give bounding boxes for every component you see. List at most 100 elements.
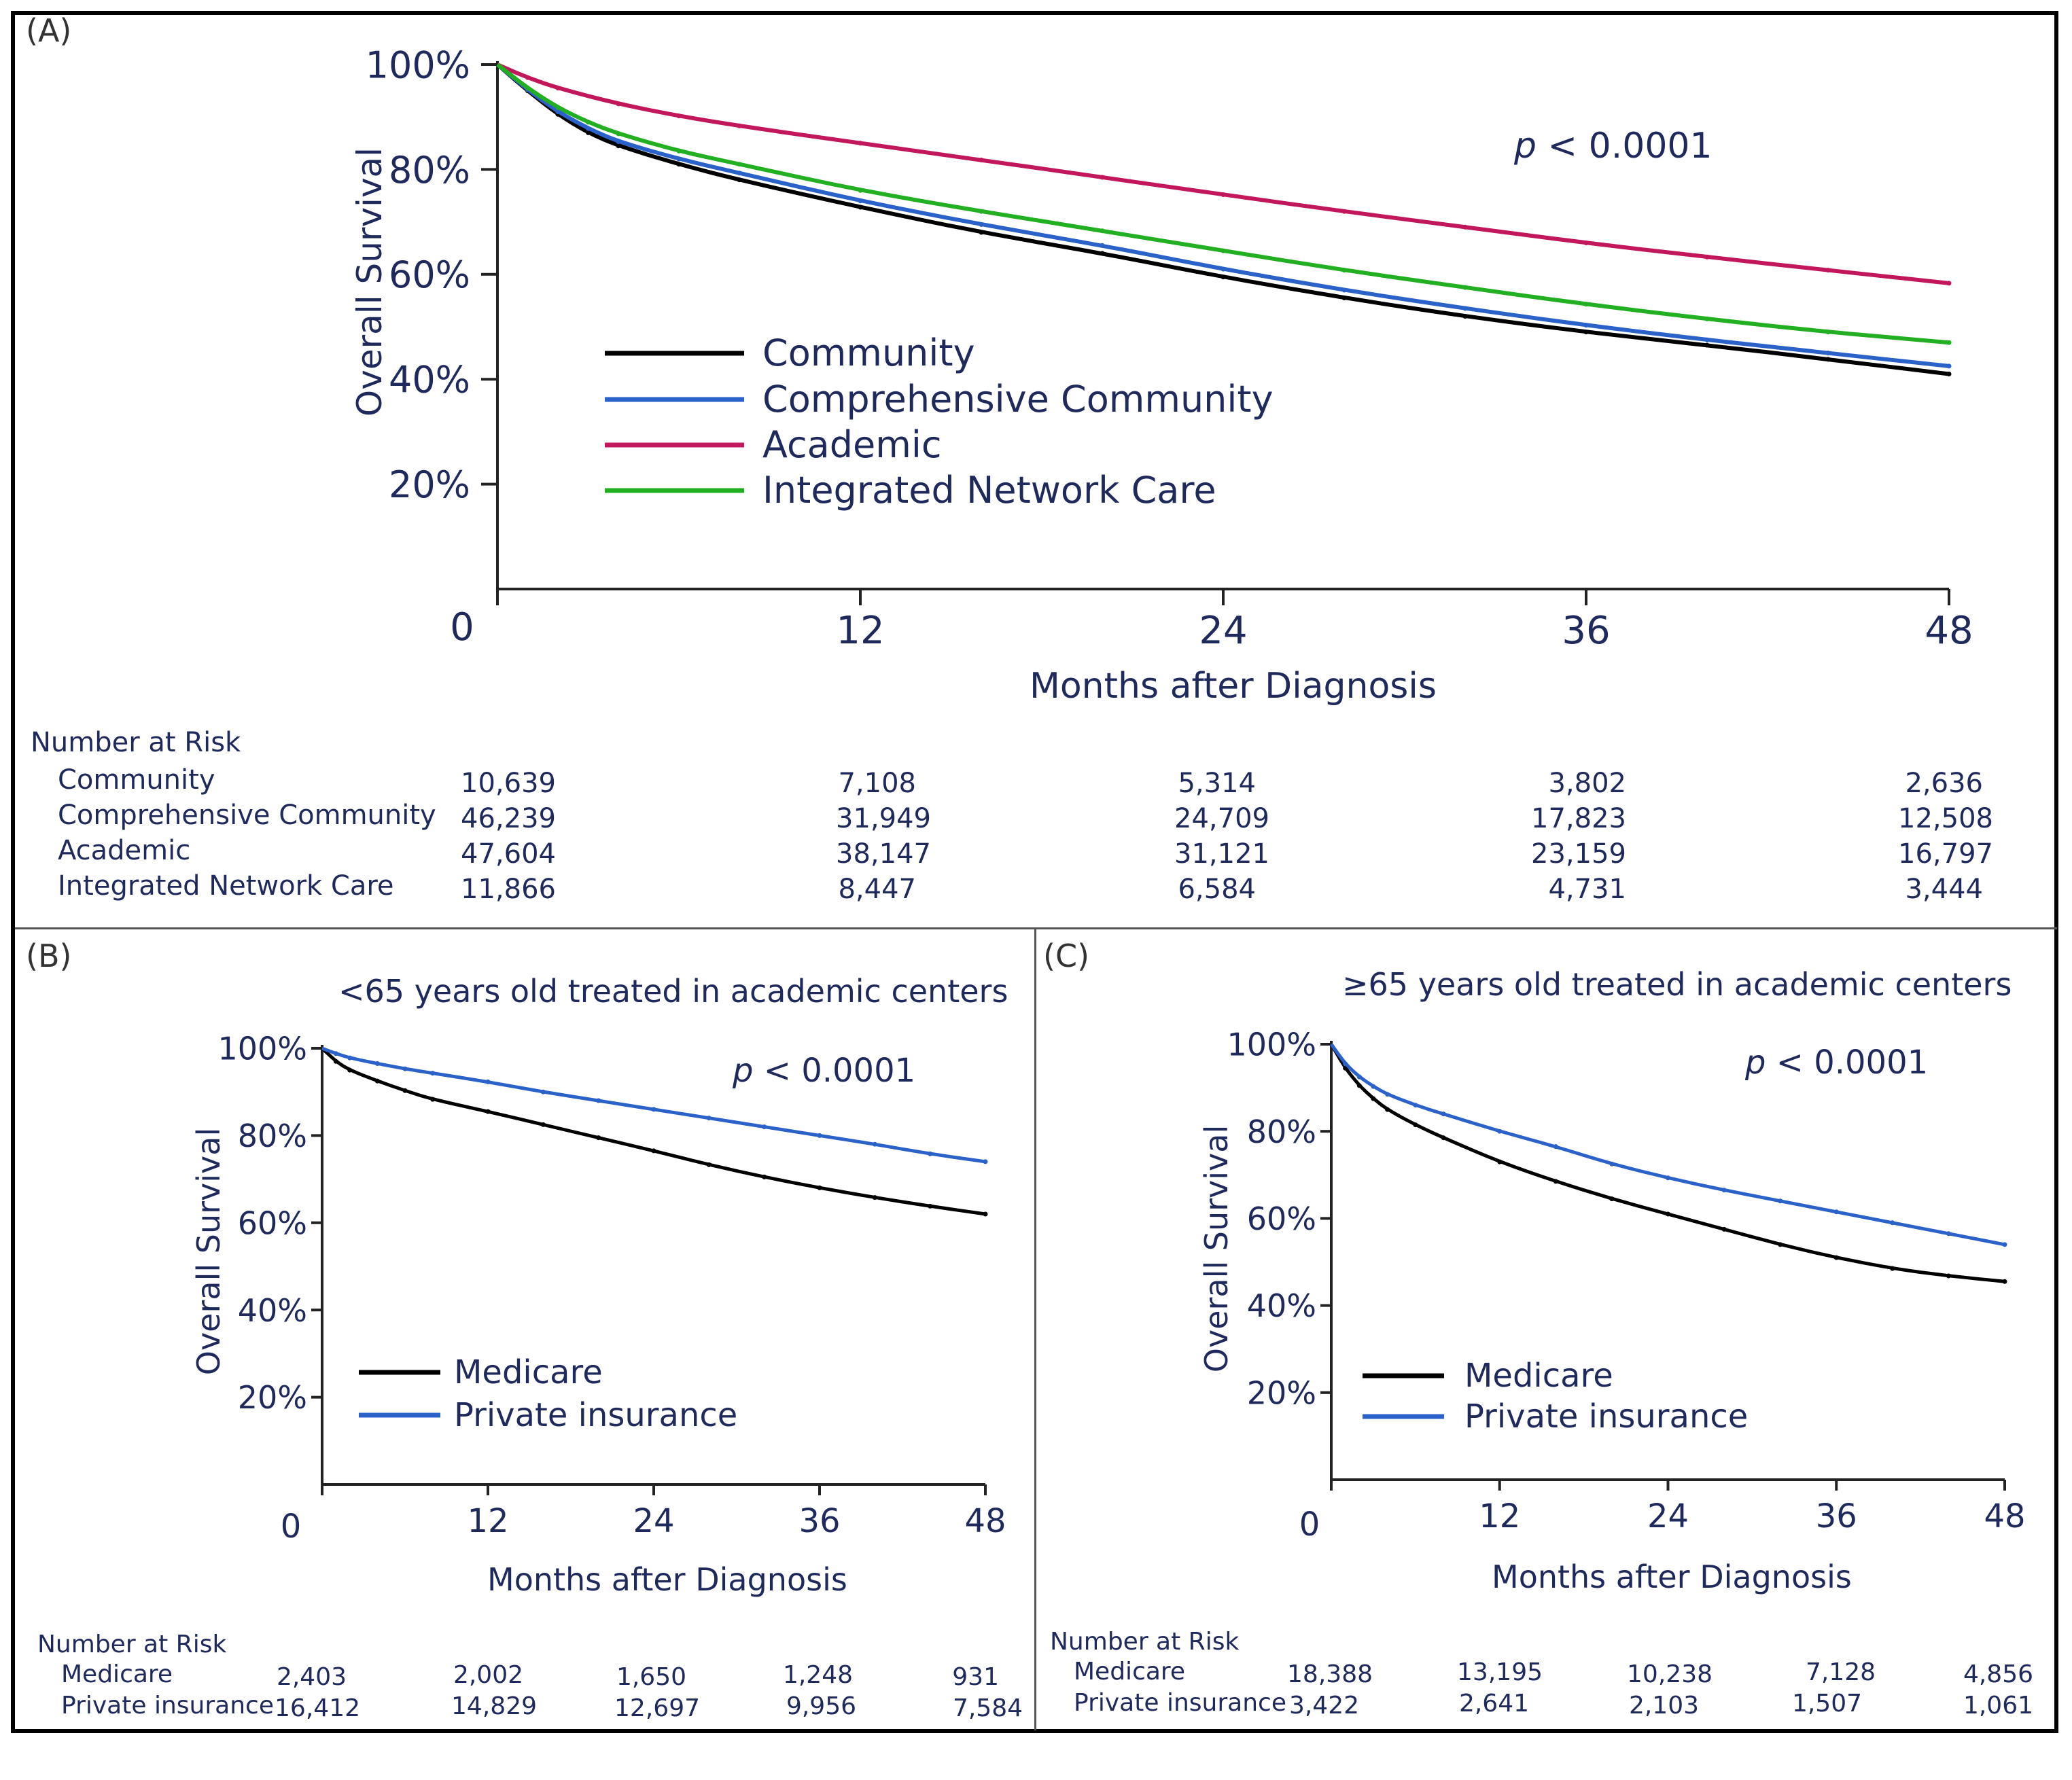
data-point-comprehensive-community — [737, 171, 742, 176]
data-point-integrated-network-care — [1704, 316, 1710, 321]
panel-b-risk-cell: 2,403 — [276, 1663, 347, 1691]
data-point-integrated-network-care — [1946, 340, 1952, 345]
panel-c-risk-cell: 18,388 — [1287, 1660, 1373, 1688]
data-point-academic — [979, 158, 984, 162]
data-point-medicare — [1721, 1226, 1727, 1232]
panel-a-risk-cell: 23,159 — [1531, 838, 1626, 870]
data-point-community — [1221, 274, 1226, 280]
panel-a-risk-cell: 12,508 — [1898, 803, 1993, 834]
panel-c-risk-row-name: Private insurance — [1074, 1689, 1286, 1717]
panel-c-risk-cell: 7,128 — [1805, 1658, 1876, 1686]
series-line-private-insurance — [1329, 1043, 2005, 1247]
data-point-medicare — [1356, 1083, 1362, 1088]
panel-a-legend: Community Comprehensive Community Academ… — [605, 332, 1274, 512]
panel-c-risk-cell: 13,195 — [1457, 1658, 1543, 1686]
data-point-private-insurance — [1356, 1074, 1362, 1080]
data-point-medicare — [430, 1097, 436, 1102]
data-point-private-insurance — [596, 1098, 601, 1103]
x-tick-label: 48 — [1984, 1497, 2025, 1535]
panel-b-risk-cell: 16,412 — [275, 1694, 360, 1722]
data-point-academic — [616, 101, 621, 107]
y-tick-label: 80% — [389, 149, 470, 192]
panel-a-risk-cell: 38,147 — [836, 838, 931, 870]
data-point-medicare — [485, 1109, 491, 1114]
y-tick-label: 20% — [1247, 1374, 1316, 1411]
y-tick-label: 20% — [389, 463, 470, 506]
y-tick-label: 100% — [366, 43, 470, 86]
x-tick-label: 24 — [1199, 609, 1247, 653]
panel-b-risk-cell: 7,584 — [952, 1694, 1023, 1722]
data-point-private-insurance — [651, 1107, 656, 1112]
series-line-private-insurance — [321, 1046, 986, 1164]
data-point-integrated-network-care — [1583, 302, 1589, 307]
panel-b-p-value: p < 0.0001 — [733, 1052, 916, 1090]
series-line-medicare — [1329, 1043, 2005, 1283]
data-point-community — [616, 143, 621, 149]
panel-b-risk-row-name: Private insurance — [61, 1692, 274, 1720]
data-point-private-insurance — [1946, 1231, 1951, 1236]
legend-label-medicare: Medicare — [454, 1353, 603, 1391]
data-point-medicare — [1497, 1159, 1503, 1164]
panel-a-x-axis-label: Months after Diagnosis — [1030, 666, 1437, 707]
data-point-academic — [1341, 209, 1347, 214]
panel-a-label: (A) — [26, 12, 72, 49]
data-point-private-insurance — [374, 1061, 380, 1066]
panel-a-risk-cell: 8,447 — [838, 874, 916, 905]
data-point-medicare — [540, 1122, 546, 1127]
panel-a-risk-header: Number at Risk — [31, 727, 241, 758]
panel-a-risk-cell: 3,802 — [1548, 768, 1626, 799]
data-point-private-insurance — [2002, 1242, 2007, 1247]
data-point-private-insurance — [872, 1141, 877, 1147]
data-point-private-insurance — [1553, 1144, 1558, 1150]
data-point-academic — [555, 86, 561, 91]
panel-a-risk-row-name: Integrated Network Care — [58, 870, 394, 902]
data-point-medicare — [817, 1185, 822, 1190]
data-point-academic — [737, 123, 742, 128]
data-point-integrated-network-care — [737, 162, 742, 167]
data-point-medicare — [928, 1203, 933, 1209]
panel-divider-horizontal — [15, 927, 2057, 929]
data-point-comprehensive-community — [1946, 363, 1952, 369]
x-tick-label: 0 — [450, 605, 474, 649]
x-tick-label: 0 — [281, 1508, 302, 1546]
panel-c-risk-cell: 3,422 — [1288, 1692, 1359, 1720]
panel-a-risk-cell: 24,709 — [1174, 803, 1269, 834]
data-point-medicare — [1890, 1266, 1895, 1271]
data-point-medicare — [1371, 1096, 1376, 1101]
y-tick-label: 80% — [1247, 1114, 1316, 1150]
data-point-academic — [1583, 241, 1589, 245]
x-tick-label: 12 — [1479, 1497, 1520, 1535]
data-point-medicare — [706, 1162, 712, 1167]
data-point-community — [979, 230, 984, 235]
data-point-private-insurance — [1385, 1092, 1390, 1097]
panel-c-risk-cell: 1,061 — [1963, 1692, 2033, 1720]
data-point-comprehensive-community — [586, 126, 591, 131]
data-point-private-insurance — [347, 1055, 353, 1061]
y-tick-label: 100% — [1227, 1027, 1316, 1063]
data-point-private-insurance — [1609, 1161, 1615, 1167]
data-point-medicare — [1833, 1255, 1839, 1260]
series-line-integrated-network-care — [496, 63, 1950, 345]
data-point-community — [1100, 251, 1105, 256]
y-tick-label: 60% — [238, 1205, 307, 1241]
data-point-community — [676, 162, 682, 167]
series-line-community — [496, 63, 1950, 376]
data-point-private-insurance — [817, 1133, 822, 1138]
legend-label-integrated-network-care: Integrated Network Care — [762, 469, 1216, 512]
data-point-comprehensive-community — [1462, 306, 1468, 311]
x-tick-label: 36 — [1816, 1497, 1857, 1535]
data-point-comprehensive-community — [1704, 337, 1710, 342]
data-point-integrated-network-care — [676, 148, 682, 154]
data-point-comprehensive-community — [1583, 323, 1589, 328]
data-point-medicare — [1666, 1211, 1670, 1217]
data-point-private-insurance — [402, 1066, 408, 1071]
data-point-community — [1462, 314, 1468, 319]
data-point-medicare — [872, 1195, 877, 1200]
data-point-private-insurance — [928, 1151, 933, 1156]
panel-a-risk-cell: 11,866 — [461, 874, 556, 905]
data-point-private-insurance — [1778, 1198, 1783, 1204]
legend-label-comprehensive-community: Comprehensive Community — [762, 378, 1274, 421]
series-line-comprehensive-community — [496, 63, 1950, 368]
data-point-integrated-network-care — [858, 188, 863, 193]
data-point-academic — [525, 75, 530, 80]
